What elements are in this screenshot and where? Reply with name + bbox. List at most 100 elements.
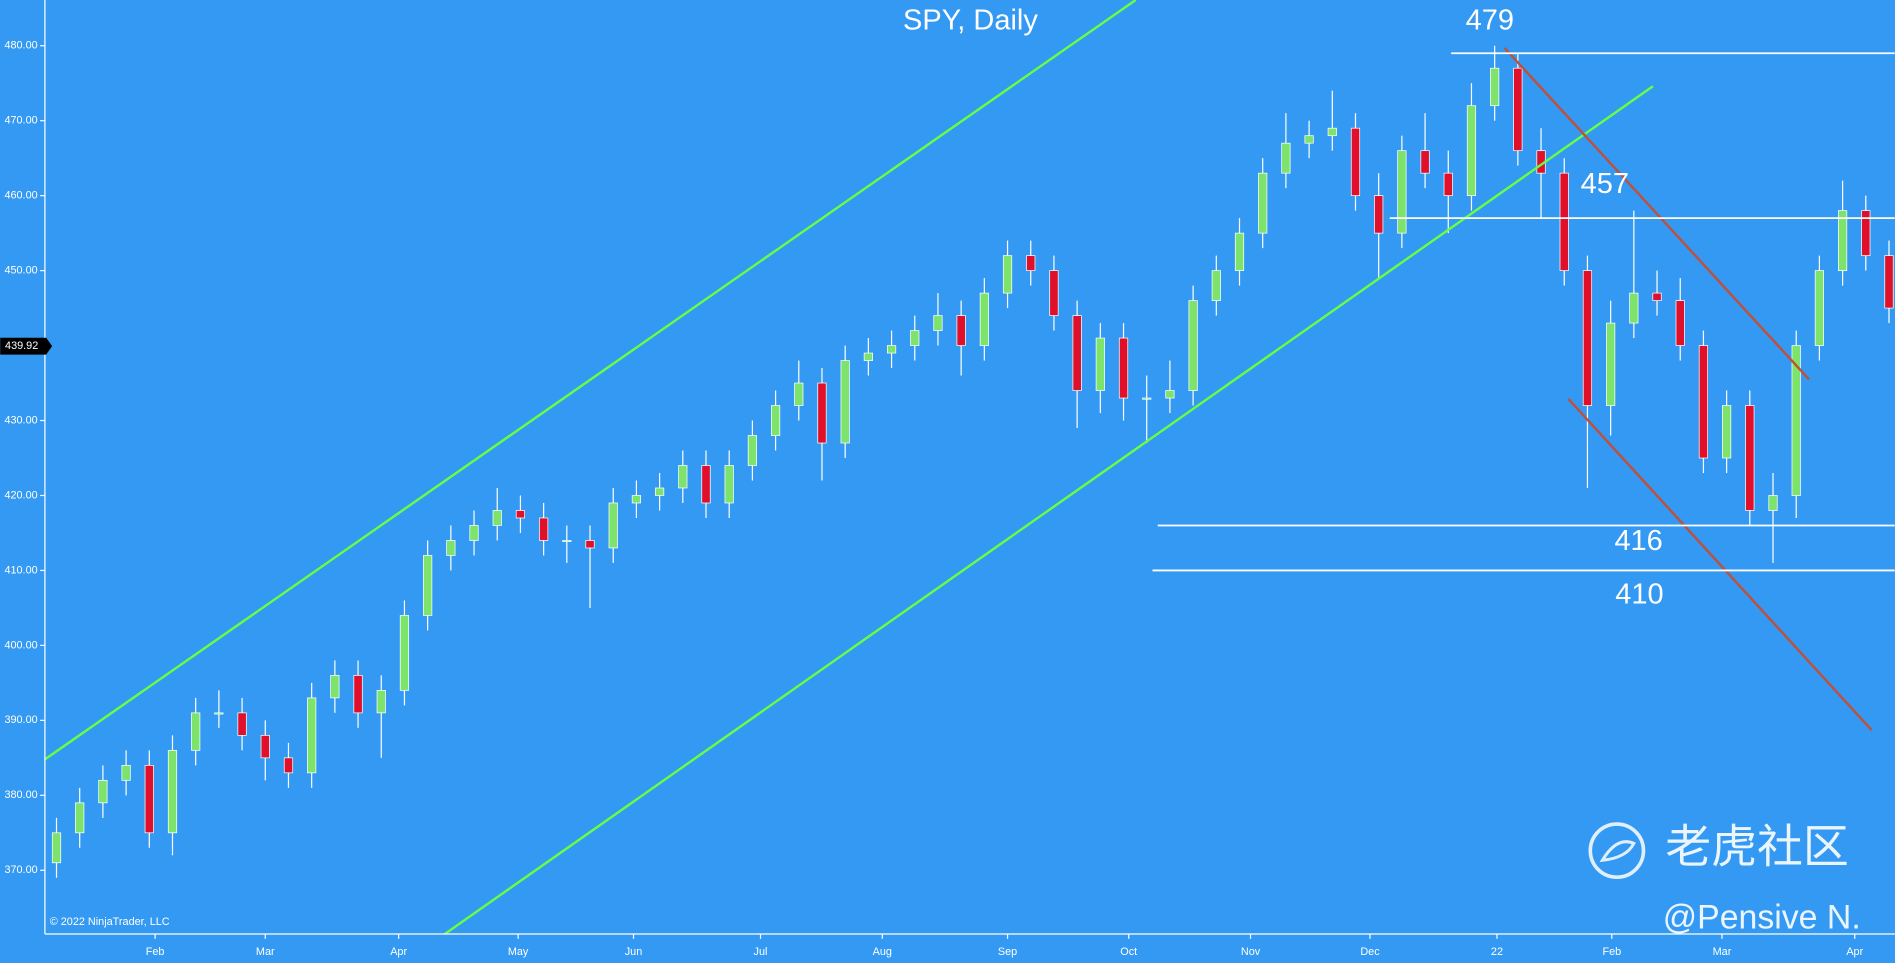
last-price-label: 439.92 [5, 340, 38, 352]
candle-body [1582, 270, 1593, 406]
candle-body [446, 540, 456, 556]
candle-body [1513, 67, 1523, 152]
plot-area [44, 0, 1895, 935]
candle-body [655, 487, 665, 496]
candle-body [492, 510, 502, 526]
candle-body [260, 734, 270, 759]
candle-body [1861, 210, 1871, 256]
candle-body [1814, 270, 1824, 346]
candle-body [1374, 195, 1384, 234]
candle-body [1188, 300, 1198, 391]
candle-body [1490, 67, 1500, 107]
x-tick-label: Mar [256, 946, 275, 958]
candle-body [631, 495, 642, 504]
y-tick-label: 420.00 [4, 489, 37, 501]
y-tick-label: 400.00 [4, 639, 37, 651]
candle-body [214, 712, 224, 715]
candle-body [1745, 405, 1755, 511]
candle-body [1698, 345, 1709, 459]
candle-body [1675, 300, 1685, 346]
x-tick-label: 22 [1491, 946, 1503, 958]
candle-body [817, 382, 827, 444]
candle-body [1768, 495, 1778, 511]
candle-body [539, 517, 549, 541]
logo-mark [1599, 840, 1636, 863]
candle-body [585, 540, 595, 549]
trendline [444, 85, 1654, 935]
candle-body [910, 330, 920, 346]
x-tick-label: Feb [146, 946, 165, 958]
candle-body [1397, 150, 1407, 234]
candle-body [353, 675, 363, 714]
candle-body [144, 764, 154, 834]
x-tick-label: Jun [625, 946, 643, 958]
candle-body [1211, 270, 1221, 301]
candle-body [1652, 292, 1662, 301]
candle-body [283, 757, 294, 774]
candle-body [51, 832, 62, 864]
candle-body [376, 690, 386, 714]
candle-body [1072, 315, 1082, 391]
candle-body [1606, 322, 1616, 406]
level-label: 410 [1615, 578, 1663, 610]
candle-body [1234, 232, 1245, 271]
trendline [44, 0, 1137, 761]
candle-body [1304, 135, 1314, 144]
candle-body [747, 435, 757, 466]
x-tick-label: Nov [1241, 946, 1261, 958]
x-tick-label: Dec [1360, 946, 1380, 958]
candle-body [1466, 105, 1477, 197]
candle-body [886, 345, 897, 354]
candle-body [678, 465, 688, 489]
candle-body [1258, 172, 1268, 234]
y-tick-label: 430.00 [4, 414, 37, 426]
candle-body [933, 315, 943, 331]
candle-body [1884, 255, 1894, 309]
x-tick-label: Jul [754, 946, 768, 958]
author: @Pensive N. [1663, 898, 1861, 936]
level-label: 416 [1614, 525, 1662, 557]
chart-title: SPY, Daily [903, 4, 1038, 36]
candle-body [1350, 127, 1361, 197]
candle-body [1629, 292, 1639, 324]
candle-body [956, 315, 966, 346]
candle-body [979, 292, 989, 346]
candle-body [1838, 210, 1848, 271]
candle-body [562, 540, 572, 543]
candle-body [1327, 127, 1337, 137]
candle-body [1002, 255, 1013, 294]
y-tick-label: 460.00 [4, 190, 37, 202]
y-tick-label: 370.00 [4, 864, 37, 876]
candle-body [1142, 397, 1152, 400]
candle-body [75, 802, 85, 834]
level-label: 479 [1466, 4, 1514, 36]
candle-body [98, 779, 108, 804]
watermark-logo [1588, 822, 1646, 880]
y-tick-label: 410.00 [4, 564, 37, 576]
candle-body [1443, 172, 1453, 197]
last-price-tag [0, 337, 53, 355]
x-tick-label: Apr [390, 946, 407, 958]
candle-body [121, 764, 131, 781]
candle-body [840, 360, 850, 444]
candle-body [237, 712, 247, 736]
candle-body [608, 502, 618, 549]
candle-body [794, 382, 804, 406]
candle-body [330, 675, 340, 699]
candle-body [770, 405, 781, 436]
x-tick-label: Feb [1602, 946, 1621, 958]
level-label: 457 [1581, 168, 1629, 200]
x-tick-label: Sep [998, 946, 1017, 958]
x-tick-label: Apr [1846, 946, 1863, 958]
candle-body [399, 615, 410, 691]
x-tick-label: Aug [873, 946, 892, 958]
candle-body [423, 555, 433, 616]
y-tick-label: 380.00 [4, 789, 37, 801]
candle-body [1420, 150, 1430, 174]
x-tick-label: May [508, 946, 529, 958]
candle-body [1559, 172, 1569, 271]
y-tick-label: 480.00 [4, 40, 37, 52]
candle-body [863, 352, 873, 361]
